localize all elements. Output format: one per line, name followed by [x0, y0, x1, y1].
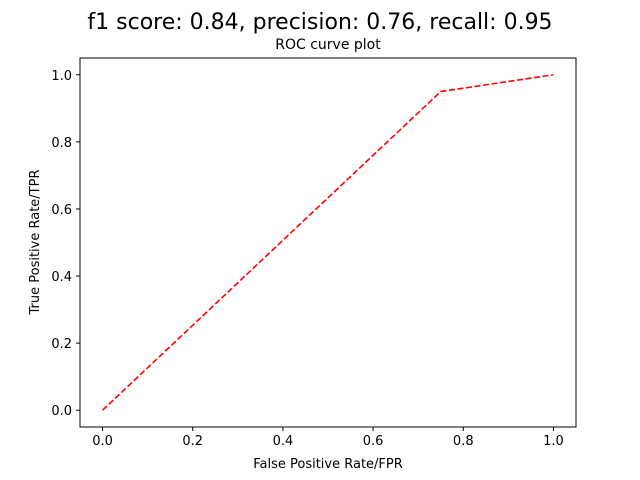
plot-area: 0.0 0.2 0.4 0.6 0.8 1.0 0.0 0.2 0.4 0.6 0.8 1.0	[51, 57, 577, 449]
y-tick-label-5: 1.0	[51, 69, 72, 84]
series-line-0	[102, 73, 554, 411]
y-tick-label-1: 0.2	[51, 337, 72, 352]
x-tick-label-1: 0.2	[182, 434, 203, 449]
y-tick-label-2: 0.4	[51, 270, 72, 285]
axes-frame	[79, 57, 577, 428]
y-axis-label: True Positive Rate/TPR	[28, 170, 43, 316]
x-tick-label-5: 1.0	[543, 434, 564, 449]
x-tick-label-2: 0.4	[273, 434, 294, 449]
x-tick-label-0: 0.0	[92, 434, 113, 449]
y-tick-label-0: 0.0	[51, 404, 72, 419]
figure-suptitle: f1 score: 0.84, precision: 0.76, recall:…	[87, 10, 552, 35]
y-tick-label-4: 0.8	[51, 136, 72, 151]
chart-title: ROC curve plot	[275, 37, 381, 53]
x-axis-label: False Positive Rate/FPR	[253, 457, 403, 472]
x-tick-label-3: 0.6	[363, 434, 384, 449]
x-tick-label-4: 0.8	[453, 434, 474, 449]
y-tick-label-3: 0.6	[51, 203, 72, 218]
